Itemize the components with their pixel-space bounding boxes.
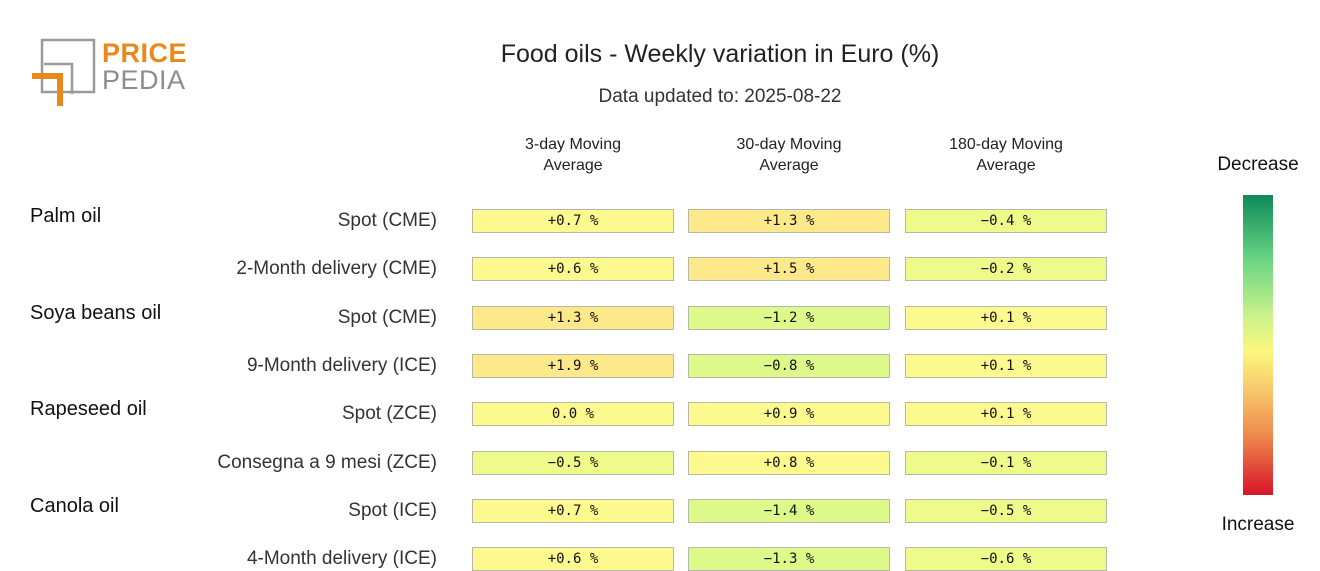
heatmap-cell: +0.1 % xyxy=(905,353,1107,378)
heatmap-cell: +1.3 % xyxy=(472,305,674,330)
logo-mark-icon xyxy=(32,38,96,106)
chart-title: Food oils - Weekly variation in Euro (%) xyxy=(500,40,940,68)
row-label: 2-Month delivery (CME) xyxy=(236,258,437,280)
column-header-2: 30-day Moving Average xyxy=(688,134,890,176)
row-label: Spot (ICE) xyxy=(348,499,437,521)
row-label: 4-Month delivery (ICE) xyxy=(246,548,437,570)
row-label: Spot (CME) xyxy=(337,306,437,328)
column-header-line: 3-day Moving xyxy=(524,136,622,153)
group-label: Rapeseed oil xyxy=(30,398,147,421)
legend-bottom-label: Increase xyxy=(1221,514,1295,535)
heatmap-cell: +0.7 % xyxy=(472,209,674,233)
column-header-line: 30-day Moving xyxy=(736,136,842,153)
heatmap-cell: −1.3 % xyxy=(688,547,890,571)
heatmap-cell: −0.2 % xyxy=(905,257,1107,282)
heatmap-cell: 0.0 % xyxy=(472,402,674,427)
heatmap-cell: −1.4 % xyxy=(688,498,890,523)
heatmap-cell: +0.7 % xyxy=(472,498,674,523)
heatmap-cell: +0.8 % xyxy=(688,450,890,475)
pricepedia-logo: PRICE PEDIA xyxy=(30,38,190,110)
heatmap-cell: +1.5 % xyxy=(688,257,890,282)
heatmap-cell: +0.6 % xyxy=(472,257,674,282)
logo-text-pedia: PEDIA xyxy=(102,65,186,95)
column-header-line: Average xyxy=(759,157,819,174)
heatmap-cell: +1.3 % xyxy=(688,209,890,233)
heatmap-cell: +1.9 % xyxy=(472,353,674,378)
column-header-line: Average xyxy=(543,157,603,174)
heatmap-cell: −0.1 % xyxy=(905,450,1107,475)
heatmap-cell: −0.5 % xyxy=(472,450,674,475)
group-label: Canola oil xyxy=(30,494,119,517)
heatmap-cell: −0.4 % xyxy=(905,209,1107,233)
column-header-line: Average xyxy=(976,157,1036,174)
heatmap-cell: −0.8 % xyxy=(688,353,890,378)
heatmap-cell: +0.6 % xyxy=(472,547,674,571)
column-header-1: 3-day Moving Average xyxy=(472,134,674,176)
heatmap-cell: +0.1 % xyxy=(905,305,1107,330)
group-label: Palm oil xyxy=(30,205,102,227)
heatmap-cell: −0.5 % xyxy=(905,498,1107,523)
row-label: Spot (CME) xyxy=(337,210,437,231)
column-header-3: 180-day Moving Average xyxy=(905,134,1107,176)
legend-top-label: Decrease xyxy=(1217,154,1299,175)
chart-subtitle: Data updated to: 2025-08-22 xyxy=(598,86,842,107)
heatmap-cell: +0.9 % xyxy=(688,402,890,427)
logo-text-price: PRICE xyxy=(102,38,188,68)
row-label: Spot (ZCE) xyxy=(341,403,437,425)
legend-color-bar xyxy=(1243,195,1273,495)
row-label: 9-Month delivery (ICE) xyxy=(246,354,437,376)
heatmap-cell: +0.1 % xyxy=(905,402,1107,427)
heatmap-cell: −0.6 % xyxy=(905,547,1107,571)
column-header-line: 180-day Moving xyxy=(949,136,1063,153)
group-label: Soya beans oil xyxy=(30,301,162,324)
row-label: Consegna a 9 mesi (ZCE) xyxy=(217,451,437,473)
heatmap-cell: −1.2 % xyxy=(688,305,890,330)
